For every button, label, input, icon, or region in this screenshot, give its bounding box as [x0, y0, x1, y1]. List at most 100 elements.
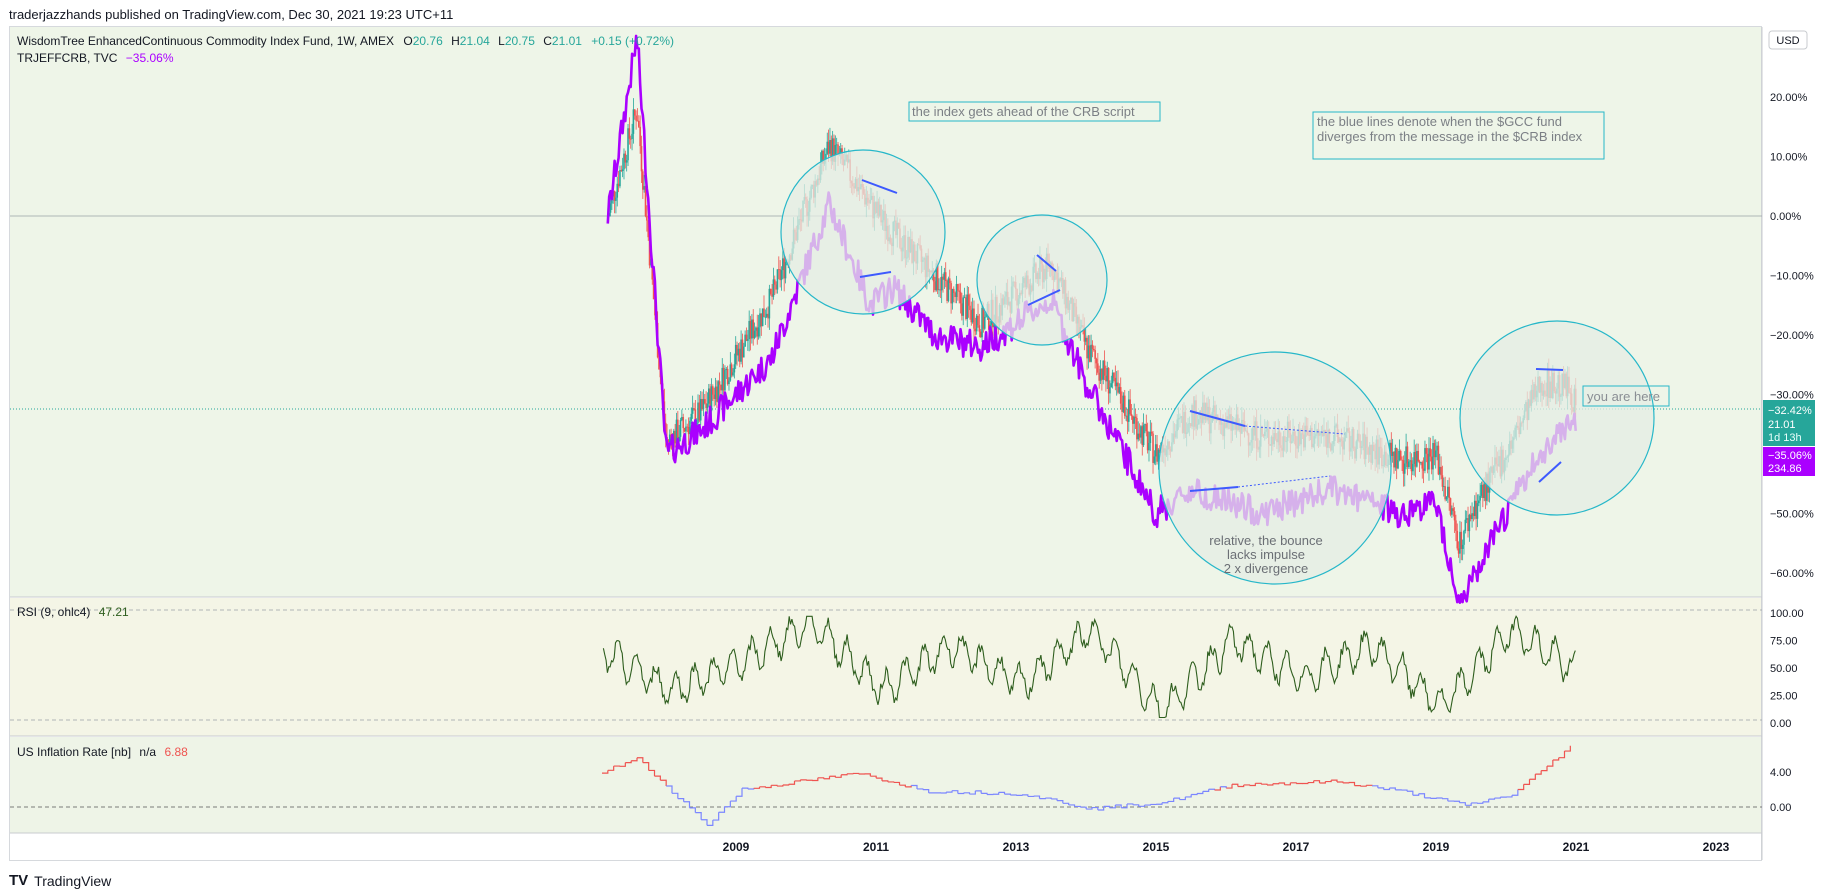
candle-body [1087, 345, 1090, 359]
candle-body [959, 291, 962, 304]
candle-body [947, 278, 950, 301]
inflation-segment [1109, 804, 1116, 809]
candle-body [725, 368, 728, 371]
annotation-box [1582, 385, 1670, 407]
candle-body [677, 419, 679, 442]
candle-body [1459, 531, 1461, 554]
inflation-segment [672, 792, 679, 799]
highlight-circle [1158, 351, 1392, 585]
candle-body [707, 388, 710, 404]
compare-tag-price: 234.86 [1768, 463, 1802, 475]
candle-body [1472, 513, 1475, 516]
inflation-segment [852, 772, 860, 775]
candle-body [1448, 486, 1450, 499]
inflation-segment [1517, 784, 1525, 791]
divergence-line [859, 271, 892, 278]
candle-body [755, 327, 757, 331]
candle-body [940, 276, 943, 291]
candle-body [1479, 495, 1481, 501]
x-tick-label: 2013 [1003, 840, 1030, 854]
candle-body [647, 220, 650, 238]
inflation-segment [683, 801, 691, 808]
candle-body [1133, 416, 1135, 424]
candle-body [1449, 498, 1452, 515]
candle-body [767, 313, 769, 319]
candle-body [1430, 456, 1433, 470]
inflation-segment [1284, 782, 1291, 786]
candle-body [1401, 459, 1403, 461]
y-tick-label: −20.00% [1770, 330, 1814, 342]
inflation-segment [1558, 751, 1566, 759]
annotation-box [1312, 111, 1605, 160]
y-tick-label: −30.00% [1770, 390, 1814, 402]
candle-body [782, 258, 784, 271]
candle-body [742, 346, 745, 358]
candle-body [648, 237, 651, 266]
candle-body [1398, 450, 1401, 461]
candle-body [772, 279, 775, 297]
candle-body [1122, 395, 1125, 412]
inflation-segment [1185, 794, 1192, 798]
inflation-segment [765, 785, 772, 789]
y-tick-label: 4.00 [1770, 767, 1791, 779]
inflation-segment [864, 773, 871, 777]
inflation-y-axis: 4.00 0.00 [1770, 767, 1791, 814]
candle-body [732, 372, 734, 376]
candle-body [934, 281, 936, 291]
candle-body [961, 303, 963, 316]
inflation-segment [911, 784, 918, 789]
inflation-segment [1232, 783, 1239, 787]
candle-body [966, 294, 969, 319]
divergence-line [1036, 254, 1057, 272]
currency-button-label[interactable]: USD [1776, 35, 1799, 47]
candle-body [1420, 462, 1422, 464]
candle-body [683, 428, 686, 432]
candle-body [730, 364, 733, 376]
candle-body [1110, 383, 1113, 388]
inflation-segment [1121, 803, 1128, 809]
candle-body [1393, 451, 1395, 468]
inflation-segment [917, 788, 924, 790]
inflation-segment [1459, 802, 1466, 806]
inflation-segment [812, 777, 819, 782]
inflation-segment [677, 797, 685, 802]
candle-body [1433, 443, 1436, 458]
y-tick-label: 0.00 [1770, 802, 1791, 814]
candle-body [678, 436, 680, 442]
inflation-segment [876, 777, 883, 781]
inflation-segment [1523, 779, 1531, 786]
candle-body [1395, 447, 1398, 469]
candle-body [1413, 452, 1415, 464]
candle-body [1111, 372, 1114, 384]
annotation-box [908, 101, 1161, 122]
candle-body [717, 381, 720, 402]
candle-body [686, 426, 689, 428]
inflation-segment [1547, 760, 1554, 767]
candle-body [1406, 446, 1409, 467]
candle-body [1418, 461, 1421, 464]
currency-button[interactable] [1768, 30, 1808, 50]
candle-body [1445, 496, 1448, 500]
candle-body [1421, 462, 1424, 469]
inflation-segment [736, 788, 743, 797]
candle-body [706, 403, 709, 409]
candle-body [1101, 368, 1103, 380]
inflation-segment [1552, 757, 1560, 761]
candle-body [1412, 463, 1414, 472]
candle-body [752, 319, 755, 339]
candle-body [777, 269, 780, 271]
inflation-segment [1033, 795, 1041, 799]
inflation-segment [1529, 774, 1536, 780]
x-tick-label: 2009 [723, 840, 750, 854]
candle-body [747, 339, 749, 341]
candle-body [1136, 417, 1138, 440]
inflation-segment [1564, 745, 1571, 752]
candle-body [827, 141, 830, 154]
candle-body [687, 427, 690, 435]
candle-body [1130, 413, 1133, 417]
candle-body [697, 402, 699, 423]
y-tick-label: 0.00% [1770, 211, 1801, 223]
inflation-segment [788, 780, 796, 785]
candle-body [1453, 511, 1456, 521]
